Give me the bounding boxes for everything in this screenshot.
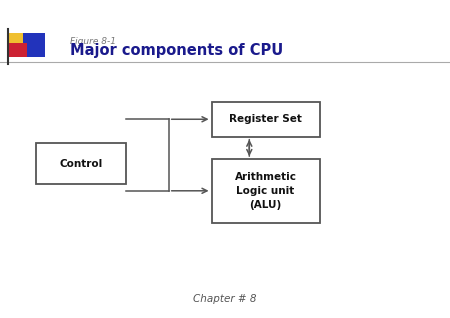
Text: Register Set: Register Set <box>229 114 302 124</box>
Bar <box>9 43 27 57</box>
Text: Chapter # 8: Chapter # 8 <box>193 294 257 304</box>
Bar <box>9 33 34 57</box>
Bar <box>212 159 320 223</box>
Text: Control: Control <box>59 159 103 169</box>
Text: Arithmetic
Logic unit
(ALU): Arithmetic Logic unit (ALU) <box>234 172 297 210</box>
Text: Major components of CPU: Major components of CPU <box>70 43 283 59</box>
Bar <box>212 102 320 137</box>
Bar <box>22 33 45 57</box>
Text: Figure 8-1: Figure 8-1 <box>70 37 116 46</box>
Bar <box>36 143 126 184</box>
